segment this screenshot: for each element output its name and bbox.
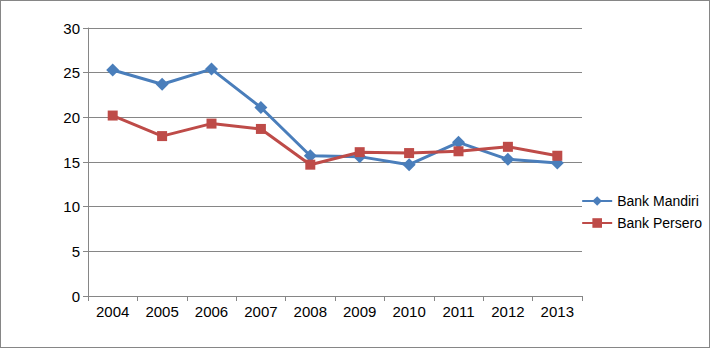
- svg-text:2011: 2011: [442, 303, 474, 320]
- svg-text:5: 5: [72, 243, 80, 260]
- svg-text:15: 15: [63, 154, 80, 171]
- svg-text:2009: 2009: [343, 303, 376, 320]
- svg-text:2004: 2004: [96, 303, 129, 320]
- svg-text:20: 20: [63, 109, 80, 126]
- svg-text:Bank Mandiri: Bank Mandiri: [617, 193, 699, 209]
- svg-text:30: 30: [63, 20, 80, 37]
- svg-text:0: 0: [72, 288, 80, 305]
- svg-text:Bank Persero: Bank Persero: [617, 215, 702, 231]
- svg-text:2010: 2010: [392, 303, 425, 320]
- svg-text:10: 10: [63, 198, 80, 215]
- svg-text:2007: 2007: [244, 303, 277, 320]
- svg-text:2005: 2005: [145, 303, 178, 320]
- svg-text:2006: 2006: [195, 303, 228, 320]
- svg-text:2013: 2013: [541, 303, 574, 320]
- svg-text:2008: 2008: [294, 303, 327, 320]
- svg-text:2012: 2012: [491, 303, 524, 320]
- svg-text:25: 25: [63, 64, 80, 81]
